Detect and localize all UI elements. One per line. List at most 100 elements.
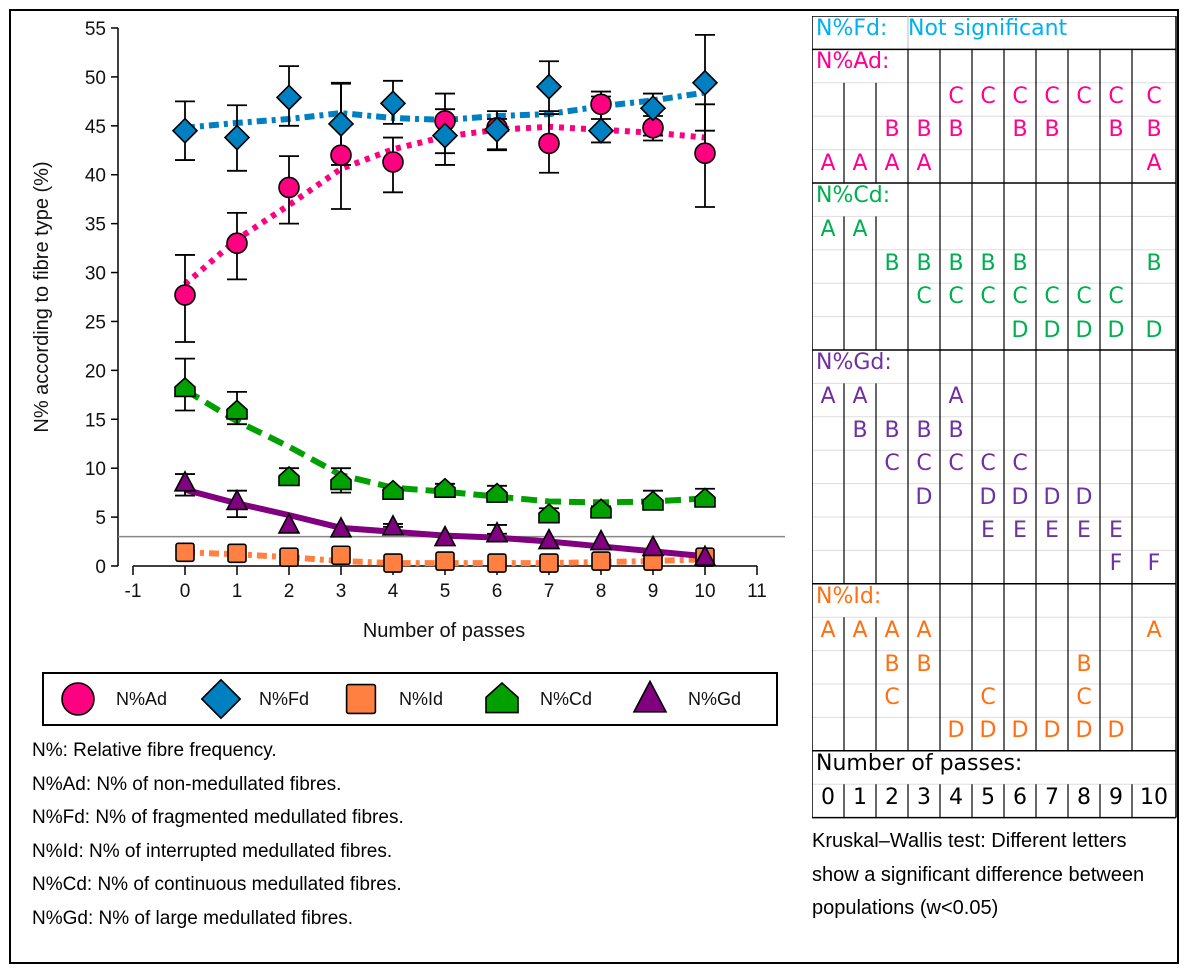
significance-letter: B <box>1108 117 1124 143</box>
x-tick-label: 0 <box>180 581 191 602</box>
trend-line-id <box>184 549 706 567</box>
data-point-ad <box>538 132 560 155</box>
significance-letter: C <box>980 685 996 710</box>
square-marker-icon <box>345 683 377 715</box>
data-point-fd <box>535 73 563 100</box>
pass-number: 4 <box>949 785 963 811</box>
significance-letter: B <box>980 250 996 276</box>
significance-letter: A <box>852 618 868 644</box>
data-point-gd <box>485 521 509 543</box>
significance-letter: B <box>1044 117 1060 143</box>
significance-letter: A <box>820 150 836 176</box>
data-point-fd <box>327 110 355 137</box>
data-point-id <box>383 553 403 573</box>
significance-letter: B <box>1012 250 1028 276</box>
significance-letter: A <box>916 150 932 176</box>
data-point-cd <box>330 469 352 491</box>
significance-letter: A <box>1146 618 1162 644</box>
legend-label: N%Gd <box>688 688 742 709</box>
diamond-marker-icon <box>201 678 241 720</box>
significance-letter: A <box>820 217 836 243</box>
data-point-cd <box>226 399 248 420</box>
significance-letter: D <box>1043 317 1061 343</box>
y-tick-label: 15 <box>85 410 106 431</box>
data-point-ad <box>330 144 352 166</box>
x-tick-label: 6 <box>492 581 503 602</box>
significance-letter: B <box>1012 117 1028 143</box>
fd-significance: Not significant <box>908 16 1068 41</box>
trend-line-cd <box>183 387 706 506</box>
significance-letter: B <box>948 250 964 276</box>
legend-item-ad: N%Ad <box>58 674 167 724</box>
legend-item-cd: N%Cd <box>482 674 592 724</box>
definitions: N%: Relative fibre frequency. N%Ad: N% o… <box>32 734 404 935</box>
data-point-id <box>435 551 455 571</box>
data-point-gd <box>381 514 405 536</box>
data-point-fd <box>223 124 251 151</box>
x-tick-label: 11 <box>747 581 767 602</box>
figure-frame <box>9 9 1179 964</box>
pass-number: 6 <box>1013 785 1027 811</box>
significance-letter: C <box>1044 284 1060 310</box>
data-point-cd <box>642 490 664 511</box>
x-tick-label: 3 <box>336 581 347 602</box>
data-point-gd <box>537 527 561 550</box>
x-tick-label: 1 <box>232 581 243 602</box>
data-point-id <box>539 553 559 573</box>
significance-letter: C <box>884 451 900 477</box>
significance-letter: D <box>1075 718 1093 744</box>
pass-number: 3 <box>917 785 931 811</box>
definition-cd: N%Cd: N% of continuous medullated fibres… <box>32 874 402 895</box>
significance-letter: D <box>1011 718 1029 744</box>
data-points <box>171 69 719 573</box>
pass-number: 8 <box>1077 785 1091 811</box>
y-tick-label: 25 <box>85 312 106 333</box>
significance-letter: D <box>1107 317 1125 343</box>
data-point-fd <box>171 117 199 144</box>
definition-n: N%: Relative fibre frequency. <box>32 740 277 761</box>
x-tick-label: 5 <box>440 581 451 602</box>
trend-line-fd <box>184 89 706 131</box>
significance-letter: F <box>1147 551 1161 577</box>
data-point-fd <box>587 117 615 144</box>
data-point-fd <box>379 90 407 117</box>
significance-letter: C <box>916 451 932 477</box>
significance-letter: C <box>1012 284 1028 310</box>
data-point-fd <box>691 69 719 96</box>
significance-letter: A <box>820 618 836 644</box>
table-grid <box>812 16 1177 819</box>
significance-letter: B <box>916 117 932 143</box>
x-axis-label: Number of passes <box>363 620 525 642</box>
definition-gd: N%Gd: N% of large medullated fibres. <box>32 907 354 929</box>
y-tick-label: 35 <box>85 215 106 236</box>
significance-letter: D <box>1075 317 1093 343</box>
legend-marker <box>345 683 377 715</box>
significance-letter: D <box>1145 317 1163 343</box>
significance-letter: B <box>884 417 900 443</box>
significance-letter: D <box>1011 484 1029 510</box>
data-point-cd <box>590 498 612 519</box>
significance-letter: D <box>979 718 997 744</box>
data-point-ad <box>590 93 612 116</box>
significance-letter: C <box>948 451 964 477</box>
significance-letter: B <box>884 117 900 143</box>
data-point-gd <box>225 488 249 511</box>
significance-letter: B <box>1146 117 1162 143</box>
circle-marker-icon <box>61 682 95 716</box>
significance-letter: B <box>1146 250 1162 276</box>
group-label-cd: N%Cd: <box>816 183 891 208</box>
group-label-id: N%Id: <box>816 583 882 609</box>
y-tick-label: 45 <box>85 117 106 138</box>
significance-letter: B <box>884 250 900 276</box>
x-tick-label: -1 <box>125 581 142 602</box>
significance-letter: C <box>1108 284 1124 310</box>
error-bars <box>175 33 715 535</box>
data-point-ad <box>226 232 248 254</box>
data-point-cd <box>486 482 508 503</box>
definition-ad: N%Ad: N% of non-medullated fibres. <box>32 773 342 795</box>
y-axis-label: N% according to fibre type (%) <box>31 161 53 432</box>
data-point-ad <box>382 151 404 173</box>
significance-letter: B <box>916 651 932 677</box>
significance-letter: C <box>916 284 932 310</box>
